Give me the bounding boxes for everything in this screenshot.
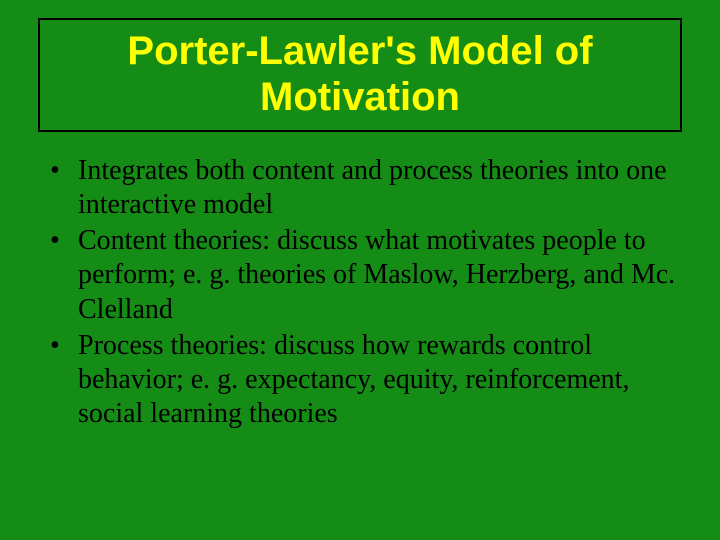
slide-title: Porter-Lawler's Model of Motivation	[54, 28, 666, 120]
list-item: Content theories: discuss what motivates…	[46, 224, 682, 326]
list-item: Integrates both content and process theo…	[46, 154, 682, 222]
bullet-list: Integrates both content and process theo…	[38, 154, 682, 431]
list-item: Process theories: discuss how rewards co…	[46, 329, 682, 431]
title-container: Porter-Lawler's Model of Motivation	[38, 18, 682, 132]
